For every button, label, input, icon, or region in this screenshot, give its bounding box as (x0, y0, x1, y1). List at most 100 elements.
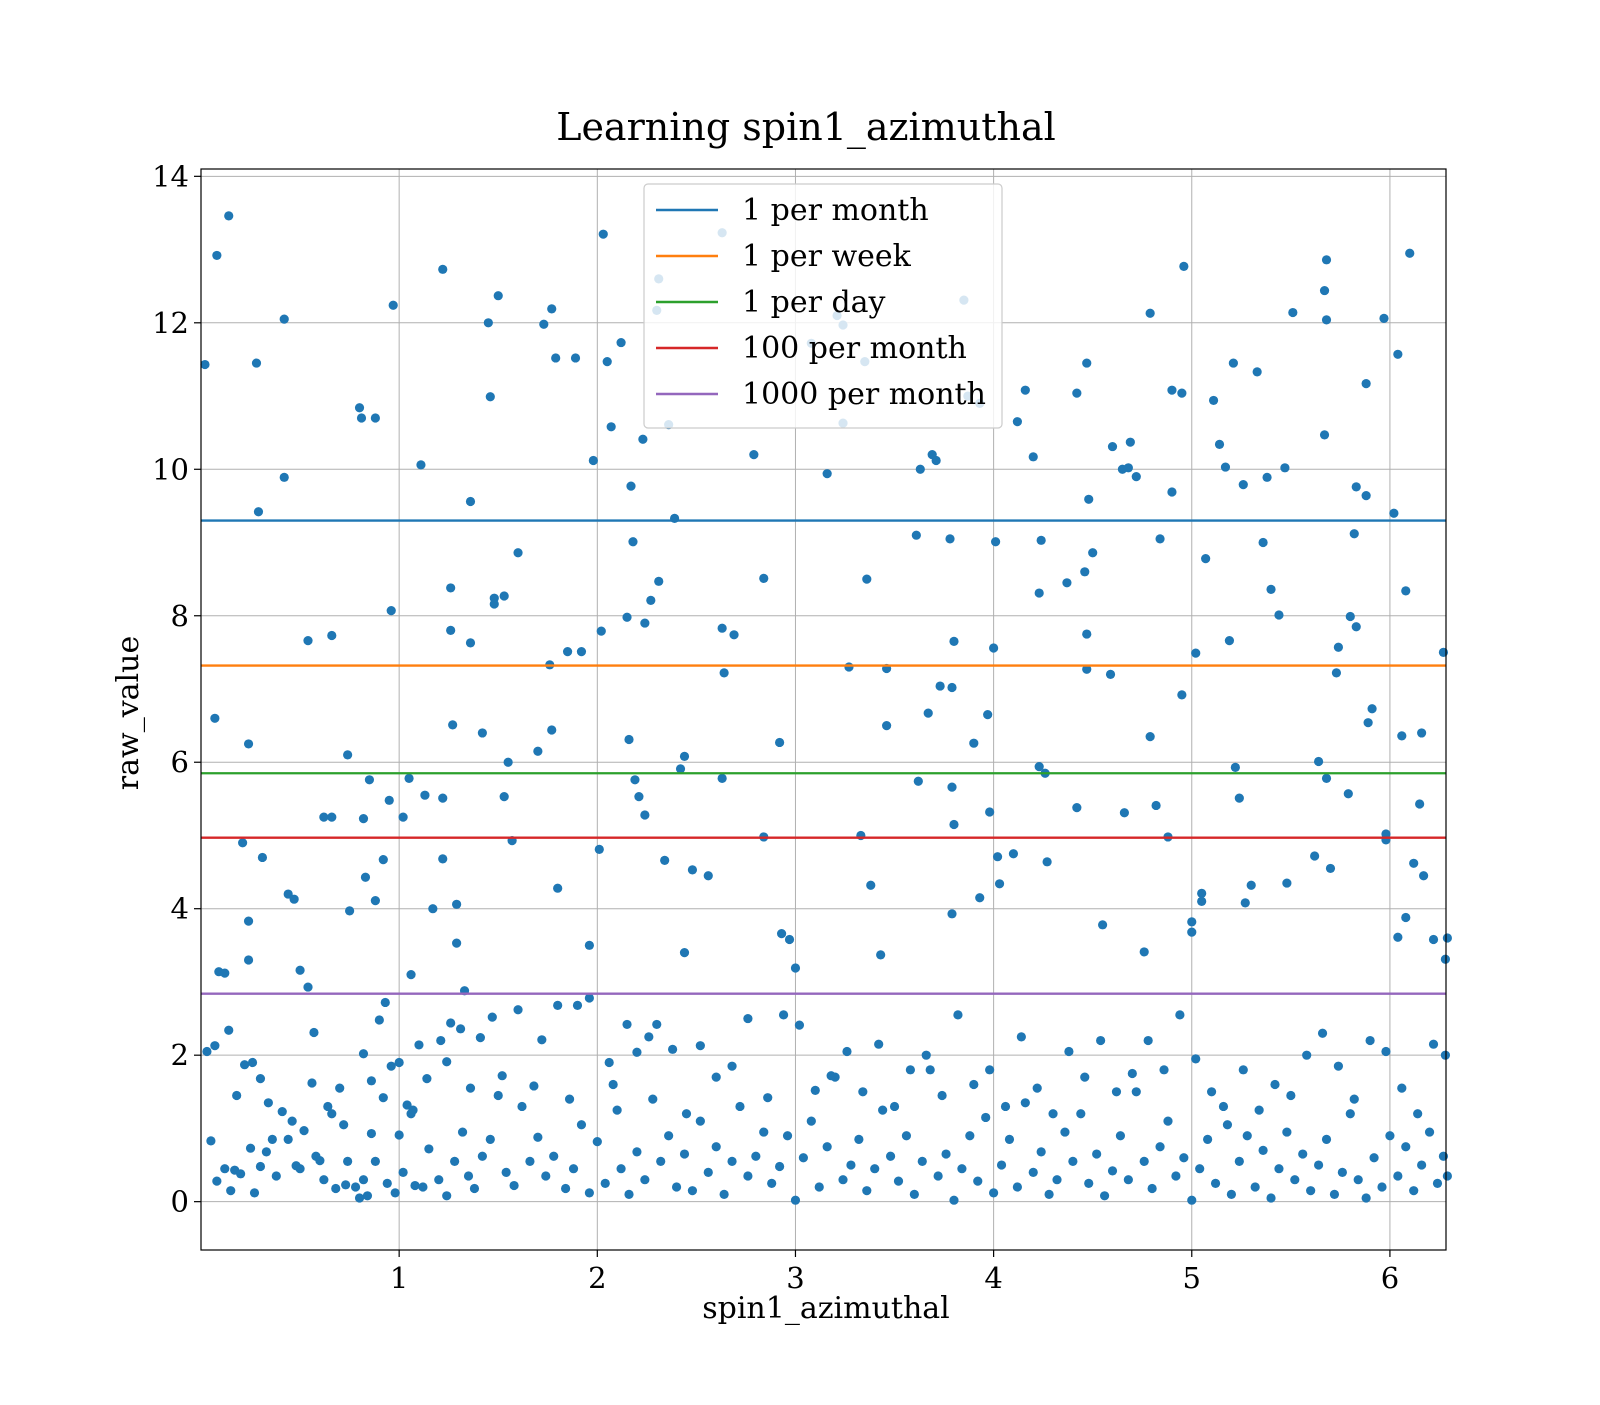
scatter-point (1367, 704, 1377, 714)
scatter-point (509, 1180, 519, 1191)
y-tick-label: 8 (171, 599, 189, 633)
scatter-point (238, 838, 248, 848)
scatter-point (632, 1047, 642, 1057)
scatter-point (1298, 1149, 1308, 1159)
scatter-point (985, 807, 995, 817)
scatter-point (717, 773, 727, 783)
scatter-point (735, 1101, 745, 1112)
scatter-point (1177, 690, 1187, 700)
scatter-point (251, 358, 262, 368)
scatter-point (876, 950, 886, 960)
scatter-point (790, 1195, 801, 1205)
scatter-point (416, 460, 426, 470)
scatter-point (1238, 480, 1248, 490)
scatter-point (224, 1025, 234, 1035)
scatter-point (1228, 358, 1238, 368)
scatter-point (949, 636, 959, 646)
scatter-point (446, 583, 456, 593)
scatter-point (362, 1191, 373, 1201)
scatter-point (358, 814, 369, 824)
scatter-point (1417, 728, 1427, 738)
scatter-point (360, 872, 371, 882)
scatter-point (267, 1134, 277, 1145)
scatter-point (1048, 1109, 1058, 1119)
scatter-point (1206, 1087, 1217, 1097)
scatter-point (638, 434, 648, 444)
scatter-point (992, 852, 1003, 862)
scatter-point (1171, 1171, 1181, 1181)
scatter-point (719, 668, 729, 678)
scatter-point (448, 720, 458, 730)
scatter-point (743, 1171, 753, 1181)
scatter-point (327, 812, 337, 822)
scatter-point (1131, 1087, 1141, 1097)
scatter-point (1096, 1035, 1106, 1046)
scatter-point (1175, 1010, 1185, 1020)
scatter-point (525, 1156, 535, 1166)
scatter-point (277, 1106, 287, 1117)
scatter-point (424, 1144, 434, 1154)
scatter-point (378, 855, 388, 865)
scatter-point (878, 1105, 888, 1115)
scatter-point (646, 595, 656, 605)
scatter-point (513, 548, 523, 558)
scatter-point (263, 1098, 273, 1108)
scatter-point (969, 738, 979, 748)
scatter-point (844, 662, 854, 672)
scatter-point (1123, 1175, 1133, 1185)
x-tick-label: 5 (1183, 1261, 1201, 1295)
scatter-point (759, 1127, 769, 1137)
scatter-point (949, 819, 959, 830)
scatter-point (727, 1061, 737, 1071)
scatter-point (576, 647, 587, 657)
scatter-point (606, 422, 616, 432)
scatter-point (1310, 851, 1320, 861)
scatter-point (465, 638, 476, 648)
scatter-point (1082, 629, 1092, 639)
scatter-point (975, 893, 985, 903)
scatter-point (561, 1183, 571, 1194)
scatter-point (1020, 385, 1030, 395)
scatter-point (965, 1131, 975, 1141)
scatter-point (862, 1186, 872, 1196)
scatter-point (893, 1176, 904, 1186)
scatter-point (358, 1175, 369, 1185)
scatter-point (487, 1012, 497, 1022)
scatter-point (1080, 567, 1090, 577)
scatter-point (1012, 417, 1022, 427)
scatter-point (442, 1191, 452, 1201)
scatter-point (1385, 1131, 1395, 1141)
scatter-point (759, 573, 769, 584)
scatter-point (562, 647, 573, 657)
x-tick-label: 1 (390, 1261, 408, 1295)
legend-label: 1 per week (742, 239, 912, 274)
scatter-point (283, 1134, 293, 1145)
scatter-point (1325, 863, 1336, 874)
scatter-point (394, 1130, 404, 1140)
scatter-point (749, 450, 759, 460)
scatter-point (1072, 803, 1082, 813)
scatter-point (287, 1116, 297, 1126)
scatter-point (1151, 800, 1161, 811)
scatter-point (885, 1151, 896, 1161)
scatter-point (533, 746, 543, 756)
scatter-point (1044, 1189, 1054, 1199)
scatter-point (319, 1175, 329, 1185)
scatter-point (687, 865, 698, 875)
scatter-point (634, 792, 644, 802)
scatter-point (628, 537, 638, 547)
scatter-point (1203, 1134, 1213, 1145)
scatter-point (475, 1033, 485, 1043)
scatter-point (465, 1083, 476, 1093)
scatter-point (261, 1147, 271, 1157)
scatter-point (1333, 642, 1344, 652)
scatter-point (1428, 934, 1439, 945)
y-tick-label: 4 (171, 892, 189, 926)
scatter-point (1381, 1046, 1391, 1057)
scatter-point (1389, 508, 1399, 518)
scatter-point (1238, 1065, 1248, 1075)
scatter-point (1187, 917, 1197, 927)
scatter-point (210, 1041, 220, 1051)
scatter-point (1105, 669, 1116, 679)
scatter-point (436, 1035, 446, 1046)
